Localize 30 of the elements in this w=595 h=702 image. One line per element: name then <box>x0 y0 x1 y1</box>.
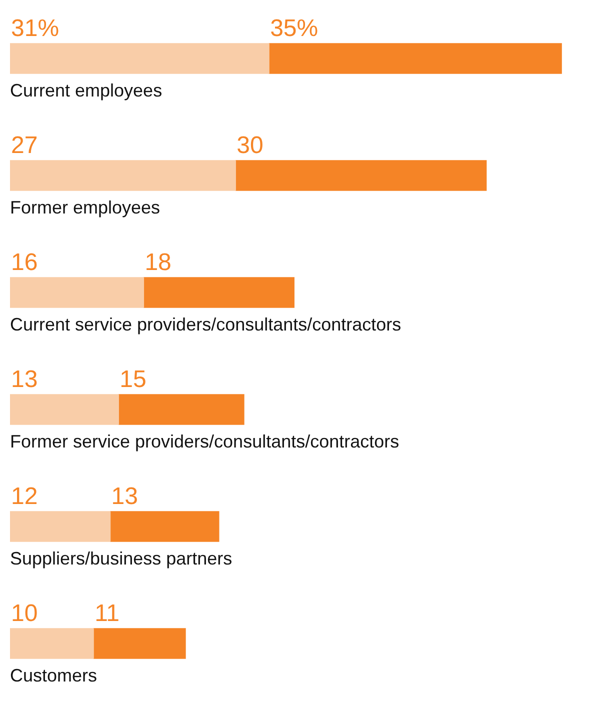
data-label: 31% <box>11 15 60 42</box>
bar <box>10 511 111 542</box>
y-tick-label: Current service providers/consultants/contractors <box>10 314 402 334</box>
bar <box>10 628 94 659</box>
data-label: 35% <box>270 15 318 42</box>
data-label: 12 <box>11 483 38 510</box>
data-label: 30 <box>236 132 264 160</box>
bar <box>10 277 144 308</box>
y-tick-label: Current employees <box>10 80 162 100</box>
y-tick-label: Former service providers/consultants/contractors <box>10 431 400 452</box>
data-label: 18 <box>144 249 172 276</box>
data-label: 27 <box>11 132 38 160</box>
bar <box>93 628 186 659</box>
data-label: 13 <box>11 366 38 394</box>
data-label: 16 <box>11 249 38 276</box>
y-tick-label: Former employees <box>10 197 160 218</box>
data-label: 15 <box>120 366 146 394</box>
data-label: 10 <box>11 600 38 628</box>
bar <box>10 43 270 74</box>
bar <box>10 394 119 425</box>
data-label: 13 <box>111 483 138 510</box>
bar <box>268 43 562 74</box>
bar <box>118 394 244 425</box>
bar <box>10 160 236 191</box>
data-label: 11 <box>94 600 120 628</box>
bar <box>110 511 220 542</box>
y-tick-label: Suppliers/business partners <box>10 548 232 568</box>
bar <box>235 160 487 191</box>
y-tick-label: Customers <box>10 665 98 686</box>
bar <box>143 277 294 308</box>
